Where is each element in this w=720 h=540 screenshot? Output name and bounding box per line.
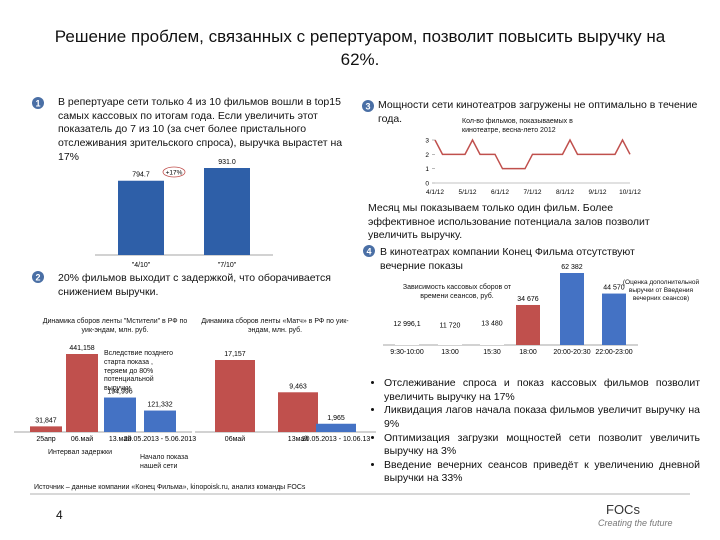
section-badge	[363, 245, 375, 257]
x-tick-label: 6/1/12	[491, 189, 509, 196]
x-tick-label: 9/1/12	[588, 189, 606, 196]
brand: FOCs	[606, 502, 640, 517]
bar	[316, 423, 356, 432]
chart-note: (Оценка дополнительной выручки от Введен…	[622, 279, 700, 303]
bar	[516, 304, 540, 345]
section-number: 2	[35, 273, 40, 283]
category-label: 18:00	[519, 349, 537, 356]
bullet: Отслеживание спроса и показ кассовых фил…	[384, 377, 700, 404]
section-text: В кинотеатрах компании Конец Фильма отсу…	[380, 246, 635, 272]
section-badge	[362, 100, 374, 112]
source: Источник – данные компании «Конец Фильма…	[34, 484, 306, 491]
category-label: 20.05.2013 - 5.06.2013	[124, 436, 197, 443]
section-number: 3	[365, 102, 370, 112]
value-label: 31,847	[35, 417, 57, 424]
chart-title: Динамика сборов ленты "Мстители" в РФ по…	[42, 318, 188, 334]
category-label: 06май	[225, 435, 245, 443]
category-label: "4/10"	[132, 262, 151, 269]
value-label: 17,157	[224, 351, 246, 358]
section-number: 4	[366, 247, 371, 257]
value-label: 194,996	[107, 389, 132, 396]
category-label: 20.05.2013 - 10.06.13	[302, 436, 371, 443]
bar	[118, 180, 164, 255]
category-label: 22:00-23:00	[595, 349, 632, 356]
y-tick-label: 2	[425, 152, 429, 159]
category-label: 9:30-10:00	[390, 349, 424, 356]
bullet-list: Отслеживание спроса и показ кассовых фил…	[372, 377, 700, 486]
chart-note: Начало показа нашей сети	[140, 454, 189, 470]
value-label: 44 570	[603, 285, 625, 292]
change-badge	[162, 166, 186, 178]
category-label: 06.май	[71, 435, 93, 443]
value-label: 11 720	[440, 322, 461, 329]
value-label: 1,965	[327, 415, 345, 422]
section-text: Мощности сети кинотеатров загружены не о…	[378, 99, 698, 125]
value-label: 62 382	[561, 264, 583, 271]
chart-note: Интервал задержки	[48, 449, 113, 456]
value-label: 794.7	[132, 172, 150, 179]
category-label: 15:30	[483, 349, 501, 356]
section-badge	[32, 271, 44, 283]
bullets: Отслеживание спроса и показ кассовых фил…	[372, 377, 700, 486]
category-label: 13май	[288, 435, 308, 443]
bar	[560, 273, 584, 345]
y-tick-label: 0	[425, 181, 429, 188]
chart-title: Динамика сборов ленты «Матч» в РФ по уик…	[201, 318, 349, 334]
category-label: "7/10"	[218, 262, 237, 269]
chart-title: Зависимость кассовых сборов от времени с…	[402, 284, 512, 300]
x-tick-label: 4/1/12	[426, 189, 444, 196]
value-label: 12 996,1	[393, 321, 420, 328]
section-number: 1	[35, 99, 40, 109]
chart-note: Вследствие позднего старта показа , теря…	[104, 350, 174, 392]
bullet: Введение вечерних сеансов приведёт к уве…	[384, 459, 700, 486]
line-series	[434, 138, 631, 170]
value-label: 931.0	[218, 159, 236, 166]
category-label: 25апр	[36, 436, 55, 443]
x-tick-label: 10/1/12	[619, 189, 641, 196]
page-number: 4	[56, 508, 63, 522]
bar	[602, 293, 626, 345]
change-label: +17%	[166, 170, 183, 177]
tagline: Creating the future	[598, 518, 673, 528]
category-label: 13.май	[109, 435, 131, 443]
y-tick-label: 1	[425, 166, 429, 173]
section-text: В репертуаре сети только 4 из 10 фильмов…	[58, 96, 343, 163]
value-label: 9,463	[289, 383, 307, 390]
bar	[66, 354, 98, 432]
x-tick-label: 7/1/12	[523, 189, 541, 196]
x-tick-label: 5/1/12	[458, 189, 476, 196]
bar	[104, 397, 136, 432]
value-label: 441,158	[69, 345, 94, 352]
bar	[438, 331, 462, 345]
bullet: Оптимизация загрузки мощностей сети позв…	[384, 432, 700, 459]
bar	[278, 392, 318, 432]
bar	[30, 426, 62, 432]
category-label: 20:00-20:30	[553, 349, 590, 356]
section-comment: Месяц мы показываем только один фильм. Б…	[368, 202, 650, 242]
chart-title: Кол-во фильмов, показываемых в кинотеатр…	[462, 118, 573, 134]
bullet: Ликвидация лагов начала показа фильмов у…	[384, 404, 700, 431]
value-label: 13 480	[481, 320, 503, 327]
section-badge	[32, 97, 44, 109]
bar	[144, 410, 176, 432]
y-tick-label: 3	[425, 138, 429, 145]
bar	[480, 329, 504, 345]
x-tick-label: 8/1/12	[556, 189, 574, 196]
section-text: 20% фильмов выходит с задержкой, что обо…	[58, 272, 331, 298]
bar	[395, 330, 419, 345]
bar	[215, 360, 255, 432]
category-label: 13:00	[441, 349, 459, 356]
slide-title: Решение проблем, связанных с репертуаром…	[54, 27, 666, 69]
value-label: 121,332	[147, 402, 172, 409]
bar	[204, 168, 250, 255]
value-label: 34 676	[517, 296, 539, 303]
